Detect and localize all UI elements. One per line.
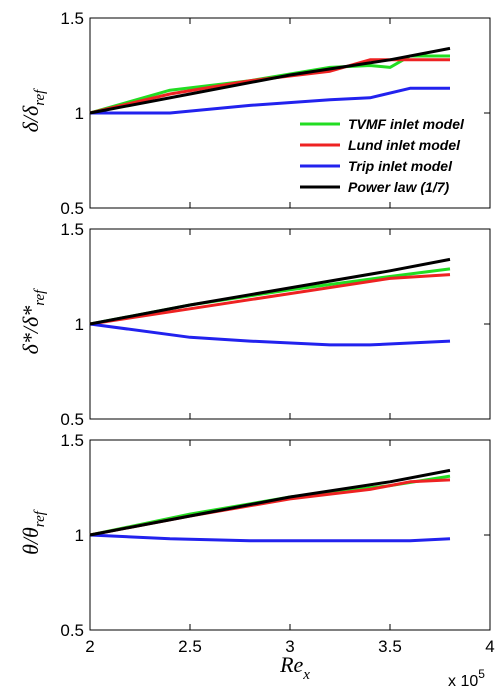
y-tick-label: 0.5 — [60, 621, 84, 640]
legend-label-1: TVMF inlet model — [348, 116, 465, 132]
x-tick-label: 4 — [485, 637, 494, 656]
legend-label-3: Trip inlet model — [348, 158, 453, 174]
x-multiplier-base: x 10 — [448, 673, 478, 690]
legend-label-4: Power law (1/7) — [348, 179, 449, 195]
y-axis-label-sub: ref — [32, 288, 48, 306]
y-axis-label: δ*/δ*ref — [18, 288, 48, 355]
y-axis-label-main: δ*/δ* — [18, 306, 43, 355]
y-axis-label-sub: ref — [32, 509, 48, 527]
series-line-2 — [89, 273, 451, 326]
panel-1: 0.5 1 1.5 δ/δref TVMF inlet model Lund inlet … — [18, 9, 491, 218]
panel-3: 0.5 1 1.5 θ/θref 2 2.5 3 3.5 4 Rex x 105 — [18, 431, 495, 690]
y-tick-label: 0.5 — [60, 410, 84, 429]
plot-area — [89, 228, 491, 420]
series-line-4 — [89, 257, 451, 326]
series-line-4 — [89, 46, 451, 115]
x-multiplier: x 105 — [448, 667, 485, 690]
x-axis-label-main: Re — [279, 652, 303, 677]
y-axis-label: θ/θref — [18, 509, 48, 555]
y-axis-label-main: δ/δ — [18, 105, 43, 132]
legend: TVMF inlet model Lund inlet model Trip inl… — [300, 116, 465, 195]
series-line-4 — [89, 468, 451, 537]
y-tick-label: 1 — [75, 104, 84, 123]
x-axis-label: Rex — [279, 652, 310, 683]
x-tick-label: 2.5 — [178, 637, 202, 656]
x-multiplier-exp: 5 — [478, 667, 485, 681]
legend-label-2: Lund inlet model — [348, 137, 461, 153]
series-line-3 — [90, 86, 450, 115]
y-axis-label-main: θ/θ — [18, 527, 43, 555]
y-tick-label: 0.5 — [60, 199, 84, 218]
panel-2: 0.5 1 1.5 δ*/δ*ref — [18, 220, 491, 429]
series-line-3 — [89, 322, 451, 347]
y-tick-label: 1.5 — [60, 431, 84, 450]
y-tick-label: 1.5 — [60, 220, 84, 239]
y-tick-label: 1 — [75, 526, 84, 545]
y-axis-label: δ/δref — [18, 88, 48, 133]
y-axis-label-sub: ref — [32, 88, 48, 106]
plot-area — [89, 439, 491, 631]
y-tick-label: 1 — [75, 315, 84, 334]
y-tick-label: 1.5 — [60, 9, 84, 28]
x-tick-label: 3 — [285, 637, 294, 656]
x-tick-label: 3.5 — [378, 637, 402, 656]
series-line-3 — [89, 533, 451, 543]
x-tick-label: 2 — [85, 637, 94, 656]
series-line-2 — [89, 58, 450, 115]
x-axis-label-sub: x — [302, 667, 310, 683]
